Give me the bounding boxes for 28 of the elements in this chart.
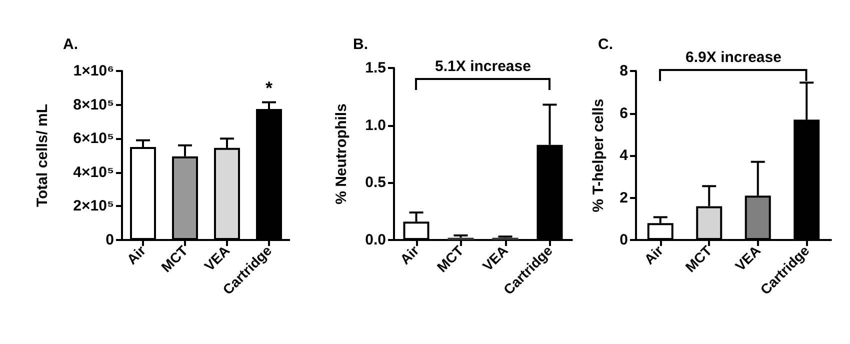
annotation: 5.1X increase bbox=[435, 58, 531, 75]
y-axis-title: % Neutrophils bbox=[333, 104, 350, 204]
y-axis-title: Total cells/ mL bbox=[34, 104, 51, 208]
y-tick-label: 1.0 bbox=[365, 116, 386, 134]
x-tick-label: VEA bbox=[732, 242, 764, 274]
y-tick-label: 8 bbox=[620, 62, 628, 80]
y-tick-label: 0.5 bbox=[365, 174, 386, 192]
annotation: * bbox=[265, 78, 273, 100]
y-tick-label: 2 bbox=[620, 189, 628, 206]
y-tick-label: 4 bbox=[620, 147, 629, 164]
chart-title: C. bbox=[598, 36, 613, 53]
y-tick-label: 1.5 bbox=[365, 60, 386, 76]
y-axis-title: % T-helper cells bbox=[590, 98, 607, 212]
chart-title: B. bbox=[353, 36, 368, 53]
x-tick-label: Air bbox=[124, 242, 150, 268]
y-tick-label: 1×10⁶ bbox=[73, 62, 114, 80]
y-tick-label: 6×10⁵ bbox=[73, 130, 114, 148]
x-tick-label: Air bbox=[640, 242, 666, 268]
text: 6.9X increase bbox=[686, 49, 782, 66]
y-tick-label: 8×10⁵ bbox=[73, 96, 114, 114]
y-tick-label: 0 bbox=[620, 232, 628, 248]
y-tick-label: 4×10⁵ bbox=[73, 164, 114, 181]
y-tick-label: 2×10⁵ bbox=[73, 198, 114, 215]
y-tick-label: 0 bbox=[106, 232, 114, 248]
y-tick-label: 6 bbox=[620, 104, 628, 122]
x-tick-label: Air bbox=[396, 242, 422, 268]
y-tick-label: 0.0 bbox=[365, 232, 386, 248]
chart-title: A. bbox=[63, 36, 78, 53]
